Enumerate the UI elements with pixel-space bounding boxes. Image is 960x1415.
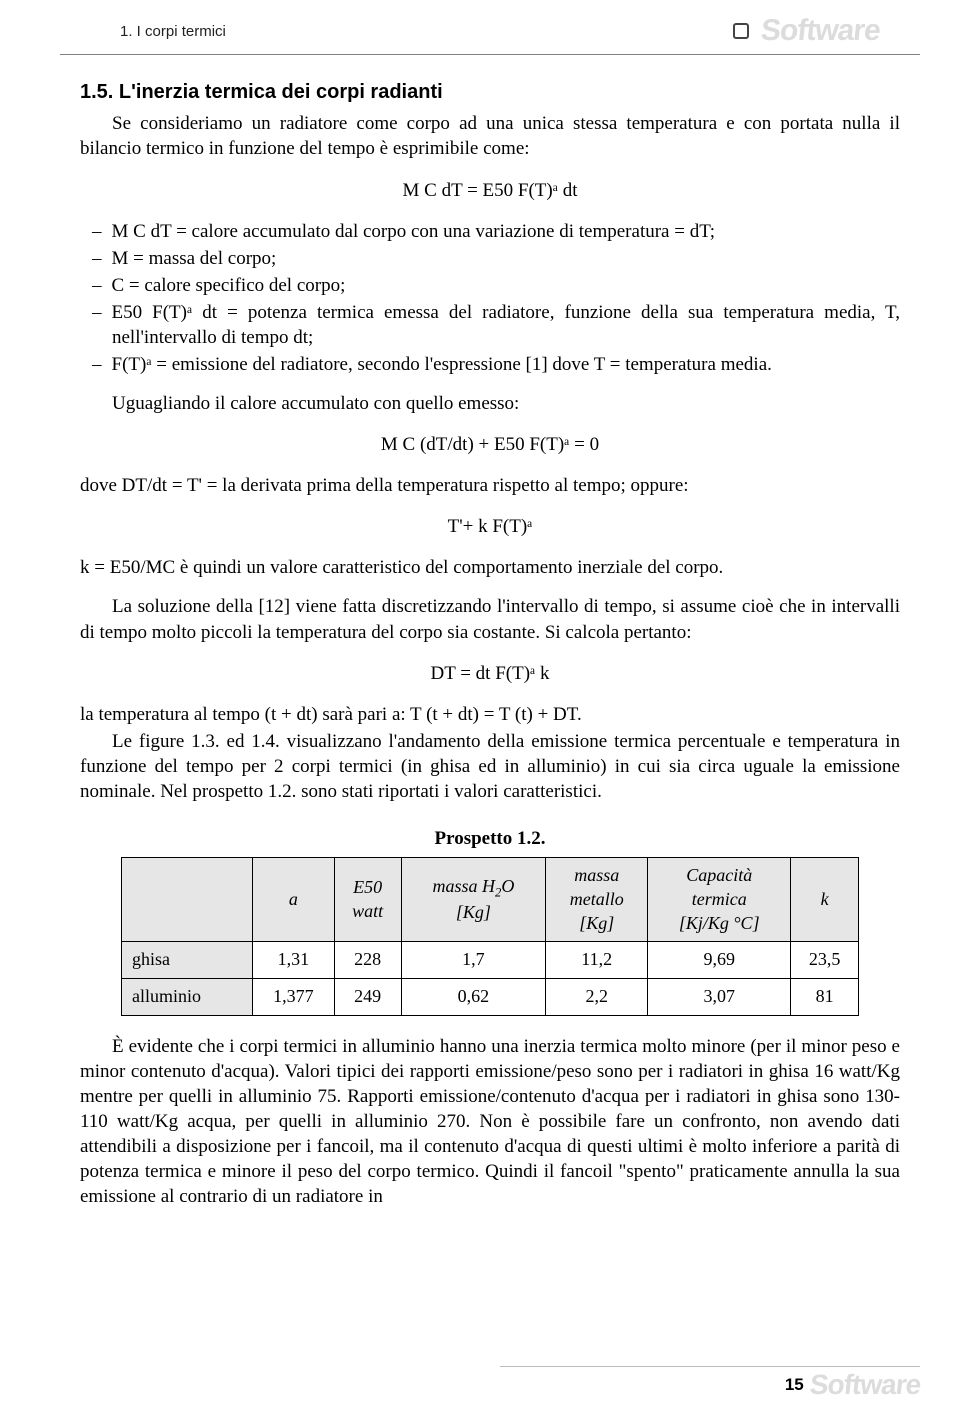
para-k: k = E50/MC è quindi un valore caratteris…: [80, 555, 900, 580]
formula-2: M C (dT/dt) + E50 F(T)ᵃ = 0: [80, 432, 900, 457]
col-a: a: [253, 858, 335, 942]
header-right-box: Software: [733, 14, 880, 48]
table-header-row: a E50watt massa H2O[Kg] massametallo[Kg]…: [122, 858, 859, 942]
formula-1: M C dT = E50 F(T)ᵃ dt: [80, 178, 900, 203]
para-solution: La soluzione della [12] viene fatta disc…: [80, 594, 900, 644]
def-item: M C dT = calore accumulato dal corpo con…: [80, 219, 900, 244]
cell: 249: [334, 979, 401, 1016]
def-item: E50 F(T)ᵃ dt = potenza termica emessa de…: [80, 300, 900, 350]
col-k: k: [791, 858, 859, 942]
cell: 9,69: [648, 942, 791, 979]
chapter-label: 1. I corpi termici: [120, 23, 226, 40]
software-watermark-bottom: Software: [808, 1369, 922, 1401]
cell: 81: [791, 979, 859, 1016]
para-temp-time-a: la temperatura al tempo (t + dt) sarà pa…: [80, 702, 900, 727]
para-conclusion: È evidente che i corpi termici in allumi…: [80, 1034, 900, 1210]
cell: 228: [334, 942, 401, 979]
col-h2o: massa H2O[Kg]: [401, 858, 546, 942]
footer-rule: [500, 1366, 920, 1367]
page-number: 15: [785, 1375, 804, 1395]
cd-icon: [733, 23, 749, 39]
formula-3: T'+ k F(T)ᵃ: [80, 514, 900, 539]
def-item: F(T)ᵃ = emissione del radiatore, secondo…: [80, 352, 900, 377]
section-number: 1.5.: [80, 81, 113, 103]
col-blank: [122, 858, 253, 942]
table-caption: Prospetto 1.2.: [80, 826, 900, 851]
intro-para: Se consideriamo un radiatore come corpo …: [80, 111, 900, 161]
cell: 2,2: [546, 979, 648, 1016]
definitions-list: M C dT = calore accumulato dal corpo con…: [80, 219, 900, 377]
table-row: alluminio 1,377 249 0,62 2,2 3,07 81: [122, 979, 859, 1016]
para-equalize: Uguagliando il calore accumulato con que…: [80, 391, 900, 416]
cell: 1,31: [253, 942, 335, 979]
col-metallo: massametallo[Kg]: [546, 858, 648, 942]
section-heading: L'inerzia termica dei corpi radianti: [119, 81, 443, 103]
formula-4: DT = dt F(T)ᵃ k: [80, 661, 900, 686]
def-item: M = massa del corpo;: [80, 246, 900, 271]
cell: 3,07: [648, 979, 791, 1016]
row-label: alluminio: [122, 979, 253, 1016]
software-watermark-top: Software: [760, 14, 882, 48]
table-row: ghisa 1,31 228 1,7 11,2 9,69 23,5: [122, 942, 859, 979]
col-capacita: Capacitàtermica[Kj/Kg °C]: [648, 858, 791, 942]
cell: 1,7: [401, 942, 546, 979]
para-derivative: dove DT/dt = T' = la derivata prima dell…: [80, 473, 900, 498]
page-content: 1.5. L'inerzia termica dei corpi radiant…: [0, 55, 960, 1231]
page-footer: 15 Software: [785, 1369, 920, 1401]
cell: 0,62: [401, 979, 546, 1016]
para-temp-time-b: Le figure 1.3. ed 1.4. visualizzano l'an…: [80, 729, 900, 804]
cell: 11,2: [546, 942, 648, 979]
section-title: 1.5. L'inerzia termica dei corpi radiant…: [80, 79, 900, 105]
cell: 1,377: [253, 979, 335, 1016]
def-item: C = calore specifico del corpo;: [80, 273, 900, 298]
page-header: 1. I corpi termici Software: [60, 0, 920, 55]
row-label: ghisa: [122, 942, 253, 979]
col-e50: E50watt: [334, 858, 401, 942]
cell: 23,5: [791, 942, 859, 979]
prospetto-table: a E50watt massa H2O[Kg] massametallo[Kg]…: [121, 857, 859, 1016]
